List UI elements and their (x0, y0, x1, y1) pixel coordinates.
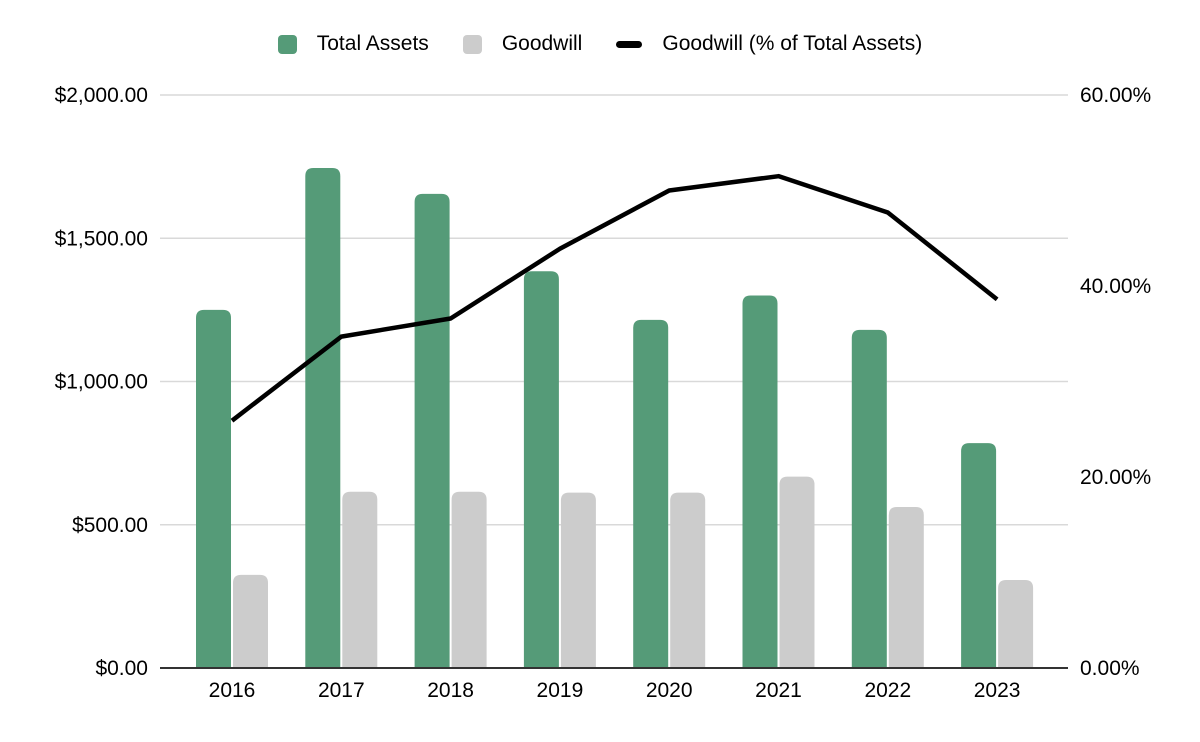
x-axis-category-label: 2016 (209, 679, 256, 702)
legend-label-goodwill-pct: Goodwill (% of Total Assets) (662, 32, 923, 55)
goodwill-swatch-icon (462, 34, 482, 54)
bar-goodwill (779, 476, 815, 668)
bar-total-assets (414, 193, 450, 668)
legend-item-total-assets: Total Assets (277, 32, 429, 56)
x-axis-category-label: 2022 (864, 679, 911, 702)
left-axis-tick-label: $0.00 (95, 657, 148, 680)
bar-goodwill (560, 492, 596, 668)
x-axis-category-label: 2020 (646, 679, 693, 702)
bar-total-assets (961, 443, 997, 668)
x-axis-category-label: 2021 (755, 679, 802, 702)
right-axis-tick-label: 20.00% (1080, 466, 1151, 489)
bar-goodwill (998, 580, 1034, 668)
bar-total-assets (196, 309, 231, 668)
legend-label-total-assets: Total Assets (316, 32, 429, 55)
bar-goodwill (342, 491, 378, 668)
left-axis-tick-label: $1,500.00 (55, 227, 148, 250)
x-axis-category-label: 2017 (318, 679, 365, 702)
left-axis-tick-label: $2,000.00 (55, 84, 148, 107)
bar-goodwill (888, 506, 924, 668)
bar-goodwill (670, 492, 706, 668)
chart-legend: Total Assets Goodwill Goodwill (% of Tot… (0, 32, 1200, 56)
legend-item-goodwill: Goodwill (462, 32, 583, 56)
bar-goodwill (451, 491, 487, 668)
bar-total-assets (305, 168, 341, 668)
bar-total-assets (523, 271, 559, 668)
left-axis-tick-label: $1,000.00 (55, 371, 148, 394)
x-axis-category-label: 2018 (427, 679, 474, 702)
right-axis-tick-label: 60.00% (1080, 84, 1151, 107)
left-axis-tick-label: $500.00 (72, 514, 148, 537)
bar-goodwill (233, 574, 268, 668)
bar-total-assets (633, 319, 669, 668)
legend-label-goodwill: Goodwill (501, 32, 583, 55)
line-series-marker-icon (616, 40, 643, 48)
x-axis-category-label: 2019 (537, 679, 584, 702)
x-axis-category-label: 2023 (974, 679, 1021, 702)
bar-total-assets (851, 329, 887, 668)
legend-item-goodwill-pct: Goodwill (% of Total Assets) (616, 32, 922, 56)
goodwill-percent-trend-line (230, 173, 999, 423)
total-assets-swatch-icon (277, 34, 297, 54)
bar-total-assets (742, 295, 778, 668)
right-axis-tick-label: 40.00% (1080, 275, 1151, 298)
right-axis-tick-label: 0.00% (1080, 657, 1140, 680)
